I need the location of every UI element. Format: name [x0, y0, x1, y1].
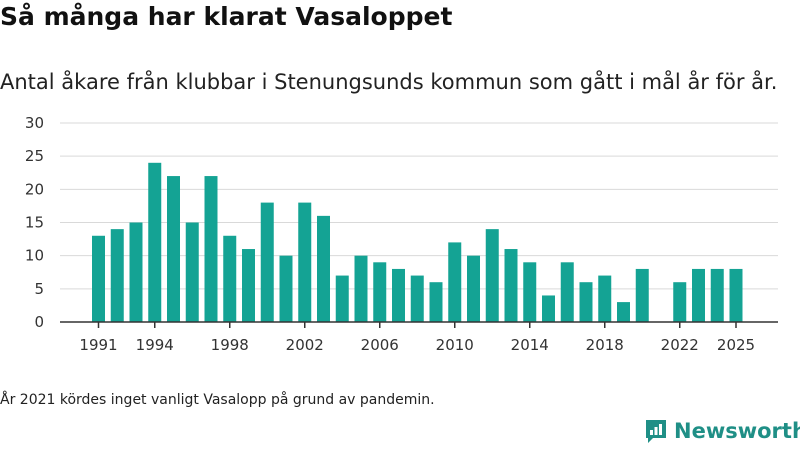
- bar-2019: [617, 302, 630, 322]
- bar-2006: [373, 262, 387, 322]
- x-tick-label: 2010: [436, 336, 474, 354]
- bar-2022: [673, 282, 687, 322]
- x-axis-ticks: 1991 1994 1998 2002 2006 2010 2014 2018 2022 2025: [79, 322, 755, 354]
- bar-2016: [560, 262, 574, 322]
- bar-2003: [317, 215, 330, 322]
- bar-1994: [148, 162, 162, 322]
- y-axis-ticks: 0 5 10 15 20 25 30: [25, 114, 44, 331]
- bar-1992: [110, 229, 124, 322]
- bar-2024: [710, 268, 724, 322]
- bar-2018: [598, 275, 612, 322]
- bar-2015: [542, 295, 555, 322]
- bar-2005: [354, 255, 368, 322]
- bar-2004: [335, 275, 349, 322]
- bar-2017: [579, 282, 593, 322]
- bar-2012: [485, 229, 499, 322]
- bar-2020: [635, 268, 649, 322]
- x-tick-label: 2018: [586, 336, 624, 354]
- y-tick-label: 25: [25, 147, 44, 165]
- x-tick-label: 2014: [511, 336, 549, 354]
- bar-2025: [729, 268, 743, 322]
- bar-1996: [185, 222, 199, 322]
- bar-1995: [167, 176, 180, 322]
- x-tick-label: 2022: [661, 336, 699, 354]
- y-tick-label: 30: [25, 114, 44, 132]
- footnote: År 2021 kördes inget vanligt Vasalopp på…: [0, 392, 435, 408]
- newsworthy-logo-icon: [646, 420, 666, 443]
- bar-2011: [467, 255, 480, 322]
- bar-1998: [223, 235, 237, 322]
- x-tick-label: 1998: [211, 336, 249, 354]
- y-tick-label: 0: [34, 313, 44, 331]
- x-tick-label: 2002: [286, 336, 324, 354]
- bar-2000: [260, 202, 274, 322]
- bar-2001: [279, 255, 293, 322]
- bar-2008: [410, 275, 424, 322]
- x-tick-label: 1991: [79, 336, 117, 354]
- bar-2010: [448, 242, 462, 322]
- bar-1993: [129, 222, 143, 322]
- chart-subtitle: Antal åkare från klubbar i Stenungsunds …: [0, 70, 778, 94]
- brand-name: Newsworthy: [674, 419, 800, 443]
- bar-1991: [92, 235, 105, 322]
- x-tick-label: 2025: [717, 336, 755, 354]
- x-tick-label: 2006: [361, 336, 399, 354]
- bar-2023: [692, 268, 705, 322]
- bar-1999: [242, 249, 255, 322]
- y-tick-label: 5: [34, 280, 44, 298]
- bar-1997: [204, 176, 218, 322]
- chart-title: Så många har klarat Vasaloppet: [0, 2, 453, 31]
- bar-2002: [298, 202, 312, 322]
- bars: [92, 162, 743, 322]
- y-tick-label: 20: [25, 180, 44, 198]
- y-tick-label: 10: [25, 247, 44, 265]
- bar-2013: [504, 249, 518, 322]
- bar-2009: [429, 282, 443, 322]
- bar-2014: [523, 262, 537, 322]
- bar-2007: [392, 268, 405, 322]
- x-tick-label: 1994: [136, 336, 174, 354]
- y-tick-label: 15: [25, 214, 44, 232]
- brand: Newsworthy: [644, 418, 800, 444]
